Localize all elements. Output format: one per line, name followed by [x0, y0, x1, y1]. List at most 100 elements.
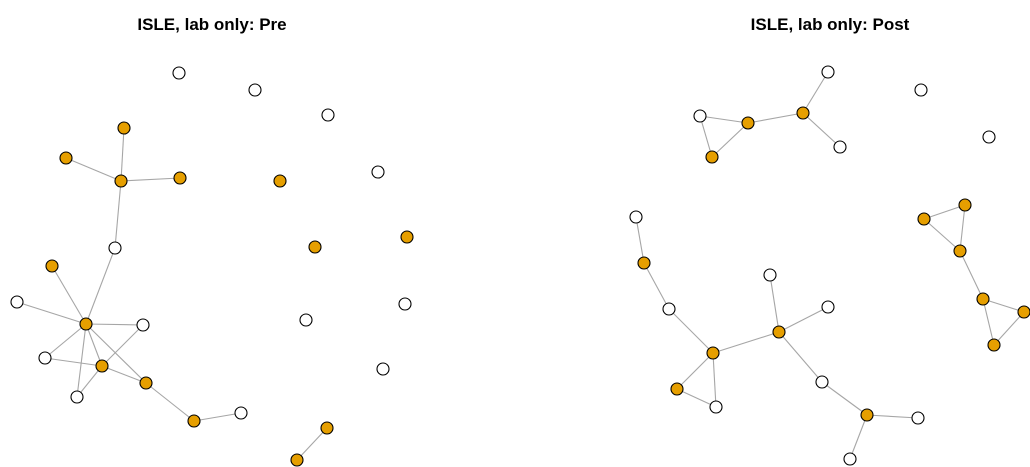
edge [65, 157, 122, 182]
node-filled [741, 116, 755, 130]
panel-title-post: ISLE, lab only: Post [751, 15, 910, 34]
node-empty [709, 400, 723, 414]
node-empty [376, 362, 390, 376]
edge [802, 112, 841, 148]
panel-title-pre: ISLE, lab only: Pre [137, 15, 286, 34]
node-empty [833, 140, 847, 154]
edges-pre [16, 127, 328, 461]
panel-pre: ISLE, lab only: Pre [10, 15, 414, 467]
edge [778, 306, 829, 333]
node-filled [958, 198, 972, 212]
edge [145, 382, 195, 422]
node-empty [321, 108, 335, 122]
node-empty [914, 83, 928, 97]
edge [993, 311, 1025, 346]
node-empty [172, 66, 186, 80]
node-filled [117, 121, 131, 135]
node-empty [371, 165, 385, 179]
edge [778, 331, 823, 383]
edge [959, 250, 984, 300]
node-filled [860, 408, 874, 422]
edges-post [635, 71, 1025, 460]
edge [711, 122, 749, 158]
node-empty [70, 390, 84, 404]
edge [643, 262, 670, 310]
node-empty [843, 452, 857, 466]
node-empty [108, 241, 122, 255]
node-empty [398, 297, 412, 311]
edge [959, 204, 966, 252]
node-empty [821, 300, 835, 314]
node-filled [308, 240, 322, 254]
node-empty [662, 302, 676, 316]
edge [712, 352, 717, 408]
edge [923, 218, 961, 252]
nodes-post [629, 65, 1030, 466]
edge [676, 352, 714, 390]
node-filled [772, 325, 786, 339]
node-empty [693, 109, 707, 123]
node-filled [796, 106, 810, 120]
edge [85, 323, 147, 384]
edge [44, 357, 103, 367]
node-filled [976, 292, 990, 306]
edge [635, 216, 645, 264]
edge [982, 298, 995, 346]
node-empty [982, 130, 996, 144]
edge [114, 180, 122, 249]
edge [712, 331, 780, 354]
edge [747, 112, 804, 124]
node-filled [79, 317, 93, 331]
node-filled [637, 256, 651, 270]
node-filled [400, 230, 414, 244]
edge [101, 324, 144, 367]
node-filled [1017, 305, 1030, 319]
node-filled [670, 382, 684, 396]
node-empty [911, 411, 925, 425]
edge [76, 323, 87, 398]
node-filled [953, 244, 967, 258]
edge [16, 301, 87, 325]
edge [821, 381, 868, 416]
edge [923, 204, 966, 220]
node-filled [320, 421, 334, 435]
edge [802, 71, 829, 114]
edge [296, 427, 328, 461]
node-empty [629, 210, 643, 224]
node-empty [38, 351, 52, 365]
edge [101, 365, 147, 384]
node-filled [706, 346, 720, 360]
node-filled [987, 338, 1001, 352]
edge [849, 414, 868, 460]
edge [668, 308, 714, 354]
edge [699, 115, 749, 124]
node-filled [114, 174, 128, 188]
nodes-pre [10, 66, 414, 467]
node-empty [234, 406, 248, 420]
edge [769, 274, 780, 333]
node-empty [10, 295, 24, 309]
edge [982, 298, 1025, 313]
panel-post: ISLE, lab only: Post [629, 15, 1030, 466]
node-empty [299, 313, 313, 327]
edge [85, 323, 103, 367]
node-filled [290, 453, 304, 467]
edge [44, 323, 87, 359]
node-filled [59, 151, 73, 165]
node-filled [45, 259, 59, 273]
edge [85, 323, 144, 326]
node-filled [705, 150, 719, 164]
node-filled [95, 359, 109, 373]
node-empty [248, 83, 262, 97]
edge [51, 265, 87, 325]
edge [676, 388, 717, 408]
node-empty [763, 268, 777, 282]
node-empty [821, 65, 835, 79]
node-empty [815, 375, 829, 389]
edge [76, 365, 103, 398]
edge [193, 412, 242, 422]
node-filled [273, 174, 287, 188]
node-filled [173, 171, 187, 185]
edge [866, 414, 919, 419]
